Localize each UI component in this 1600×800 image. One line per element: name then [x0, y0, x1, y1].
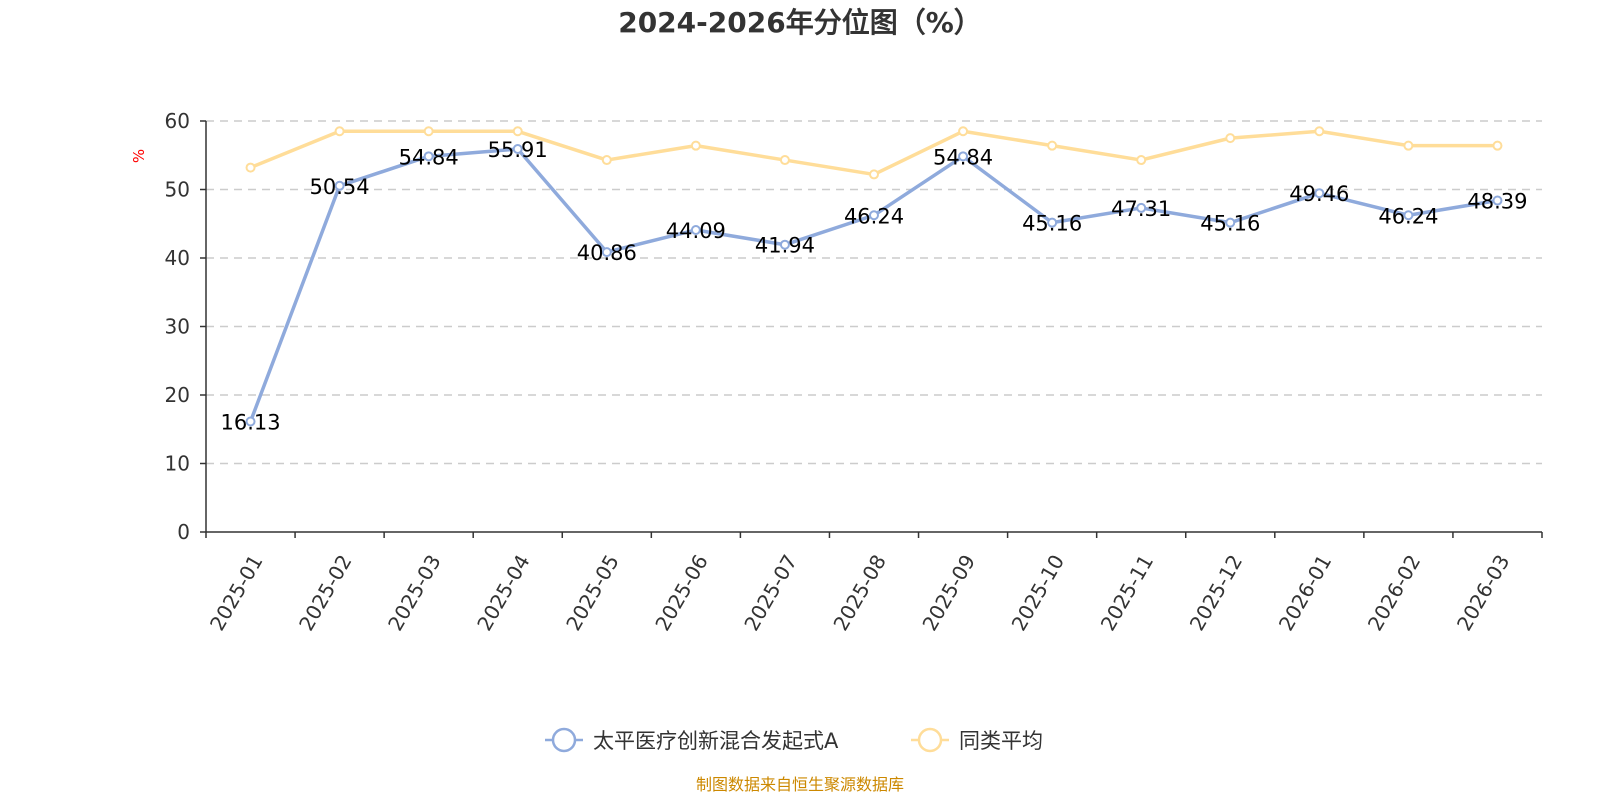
- data-point[interactable]: [512, 144, 523, 155]
- series-points: [245, 126, 1503, 427]
- data-point[interactable]: [869, 169, 879, 180]
- y-tick-label: 0: [177, 520, 190, 544]
- x-tick-label: 2026-03: [1452, 550, 1515, 634]
- x-tick-label: 2025-07: [739, 550, 802, 634]
- x-tick-label: 2025-02: [294, 550, 357, 634]
- data-point[interactable]: [601, 247, 612, 258]
- x-tick-label: 2026-02: [1363, 550, 1426, 634]
- data-label: 50.54: [310, 175, 370, 199]
- x-tick-label: 2025-10: [1007, 550, 1070, 634]
- data-point[interactable]: [1047, 217, 1058, 228]
- x-tick-label: 2025-12: [1185, 550, 1248, 634]
- data-label: 54.84: [399, 145, 459, 169]
- y-tick-label: 10: [165, 452, 190, 476]
- x-tick-label: 2025-08: [828, 550, 891, 634]
- data-label: 46.24: [844, 204, 904, 228]
- data-label: 45.16: [1022, 212, 1082, 236]
- data-point[interactable]: [1225, 217, 1236, 228]
- data-point[interactable]: [1136, 202, 1147, 213]
- data-label: 45.16: [1200, 212, 1260, 236]
- legend-item-0[interactable]: 太平医疗创新混合发起式A: [545, 727, 839, 753]
- data-point[interactable]: [779, 155, 790, 166]
- data-point[interactable]: [512, 126, 523, 137]
- legend-item-1[interactable]: 同类平均: [911, 727, 1043, 753]
- data-label: 40.86: [577, 241, 637, 265]
- x-tick-label: 2025-06: [650, 550, 713, 634]
- data-labels: 16.13 50.54 54.84 55.91 40.86 44.09 41.94 46.24…: [220, 138, 1527, 434]
- y-tick-label: 40: [165, 246, 190, 270]
- y-axis: 0 10 20 30 40 50 60: [165, 109, 207, 544]
- legend-circle-icon: [917, 727, 943, 753]
- legend-label: 同类平均: [959, 729, 1043, 753]
- y-tick-label: 20: [165, 383, 190, 407]
- data-label: 46.24: [1378, 204, 1438, 228]
- data-label: 55.91: [488, 138, 548, 162]
- data-label: 48.39: [1467, 190, 1527, 214]
- data-label: 44.09: [666, 219, 726, 243]
- data-point[interactable]: [1225, 133, 1236, 144]
- data-point[interactable]: [423, 126, 434, 137]
- y-axis-unit-label: %: [130, 149, 148, 163]
- x-tick-label: 2025-09: [917, 550, 980, 634]
- data-point[interactable]: [245, 162, 256, 173]
- data-point[interactable]: [1403, 210, 1414, 221]
- x-tick-label: 2025-04: [472, 550, 535, 634]
- data-label: 54.84: [933, 145, 993, 169]
- data-point[interactable]: [779, 239, 790, 250]
- y-tick-label: 30: [165, 315, 190, 339]
- data-point[interactable]: [1136, 155, 1147, 166]
- data-label: 47.31: [1111, 197, 1171, 221]
- data-point[interactable]: [1047, 140, 1058, 151]
- data-label: 16.13: [220, 411, 280, 435]
- y-tick-label: 60: [165, 109, 190, 133]
- data-point[interactable]: [869, 210, 879, 221]
- x-axis: 2025-01 2025-02 2025-03 2025-04 2025-05 2025-…: [205, 531, 1543, 635]
- legend-circle-icon: [551, 727, 577, 753]
- data-point[interactable]: [423, 151, 434, 162]
- data-point[interactable]: [601, 155, 612, 166]
- data-point[interactable]: [1314, 126, 1325, 137]
- data-point[interactable]: [334, 180, 345, 191]
- data-point[interactable]: [1492, 140, 1503, 151]
- x-tick-label: 2025-01: [205, 550, 268, 634]
- data-point[interactable]: [958, 151, 969, 162]
- data-source-note: 制图数据来自恒生聚源数据库: [696, 775, 904, 794]
- data-point[interactable]: [245, 416, 256, 427]
- data-point[interactable]: [958, 126, 969, 137]
- legend-label: 太平医疗创新混合发起式A: [593, 729, 839, 753]
- data-point[interactable]: [1492, 195, 1503, 206]
- data-label: 49.46: [1289, 182, 1349, 206]
- y-tick-label: 50: [165, 178, 190, 202]
- chart-title: 2024-2026年分位图（%）: [618, 6, 982, 39]
- data-point[interactable]: [334, 126, 345, 137]
- data-point[interactable]: [1314, 188, 1325, 199]
- data-label: 41.94: [755, 234, 815, 258]
- x-tick-label: 2025-11: [1096, 550, 1159, 634]
- x-tick-label: 2025-03: [383, 550, 446, 634]
- x-tick-label: 2025-05: [561, 550, 624, 634]
- legend[interactable]: 太平医疗创新混合发起式A 同类平均: [545, 727, 1043, 753]
- data-point[interactable]: [1403, 140, 1414, 151]
- x-tick-label: 2026-01: [1274, 550, 1337, 634]
- data-point[interactable]: [690, 224, 701, 235]
- data-point[interactable]: [690, 140, 701, 151]
